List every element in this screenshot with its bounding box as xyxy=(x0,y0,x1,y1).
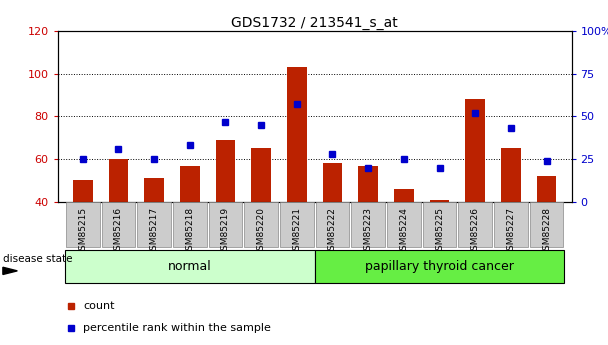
Bar xyxy=(144,178,164,202)
Bar xyxy=(465,99,485,202)
Bar xyxy=(251,148,271,202)
Text: GSM85218: GSM85218 xyxy=(185,207,195,256)
Text: disease state: disease state xyxy=(3,254,72,264)
FancyBboxPatch shape xyxy=(423,202,456,247)
Text: papillary thyroid cancer: papillary thyroid cancer xyxy=(365,260,514,273)
FancyBboxPatch shape xyxy=(530,202,564,247)
Bar xyxy=(109,159,128,202)
FancyBboxPatch shape xyxy=(66,202,100,247)
FancyBboxPatch shape xyxy=(137,202,171,247)
Text: GSM85224: GSM85224 xyxy=(399,207,409,256)
Text: GSM85225: GSM85225 xyxy=(435,207,444,256)
Bar xyxy=(287,67,306,202)
Text: GSM85223: GSM85223 xyxy=(364,207,373,256)
Text: GSM85217: GSM85217 xyxy=(150,207,159,256)
Text: GSM85226: GSM85226 xyxy=(471,207,480,256)
Bar xyxy=(430,200,449,202)
Bar xyxy=(358,166,378,202)
Text: GSM85228: GSM85228 xyxy=(542,207,551,256)
Bar xyxy=(501,148,520,202)
Text: GSM85222: GSM85222 xyxy=(328,207,337,256)
FancyBboxPatch shape xyxy=(494,202,528,247)
FancyBboxPatch shape xyxy=(351,202,385,247)
FancyBboxPatch shape xyxy=(209,202,242,247)
Text: GSM85227: GSM85227 xyxy=(506,207,516,256)
Title: GDS1732 / 213541_s_at: GDS1732 / 213541_s_at xyxy=(231,16,398,30)
Text: GSM85219: GSM85219 xyxy=(221,207,230,256)
FancyBboxPatch shape xyxy=(65,250,315,283)
Text: GSM85215: GSM85215 xyxy=(78,207,87,256)
Bar xyxy=(394,189,413,202)
Text: percentile rank within the sample: percentile rank within the sample xyxy=(83,323,271,333)
Bar xyxy=(216,140,235,202)
Text: GSM85220: GSM85220 xyxy=(257,207,266,256)
FancyBboxPatch shape xyxy=(315,250,564,283)
Text: GSM85216: GSM85216 xyxy=(114,207,123,256)
Bar xyxy=(537,176,556,202)
Bar xyxy=(180,166,199,202)
FancyBboxPatch shape xyxy=(102,202,135,247)
FancyBboxPatch shape xyxy=(173,202,207,247)
FancyBboxPatch shape xyxy=(458,202,492,247)
Text: GSM85221: GSM85221 xyxy=(292,207,302,256)
FancyBboxPatch shape xyxy=(244,202,278,247)
Text: count: count xyxy=(83,301,115,311)
Text: normal: normal xyxy=(168,260,212,273)
Bar xyxy=(73,180,92,202)
FancyBboxPatch shape xyxy=(316,202,349,247)
FancyBboxPatch shape xyxy=(280,202,314,247)
Polygon shape xyxy=(3,267,17,275)
Bar xyxy=(323,164,342,202)
FancyBboxPatch shape xyxy=(387,202,421,247)
